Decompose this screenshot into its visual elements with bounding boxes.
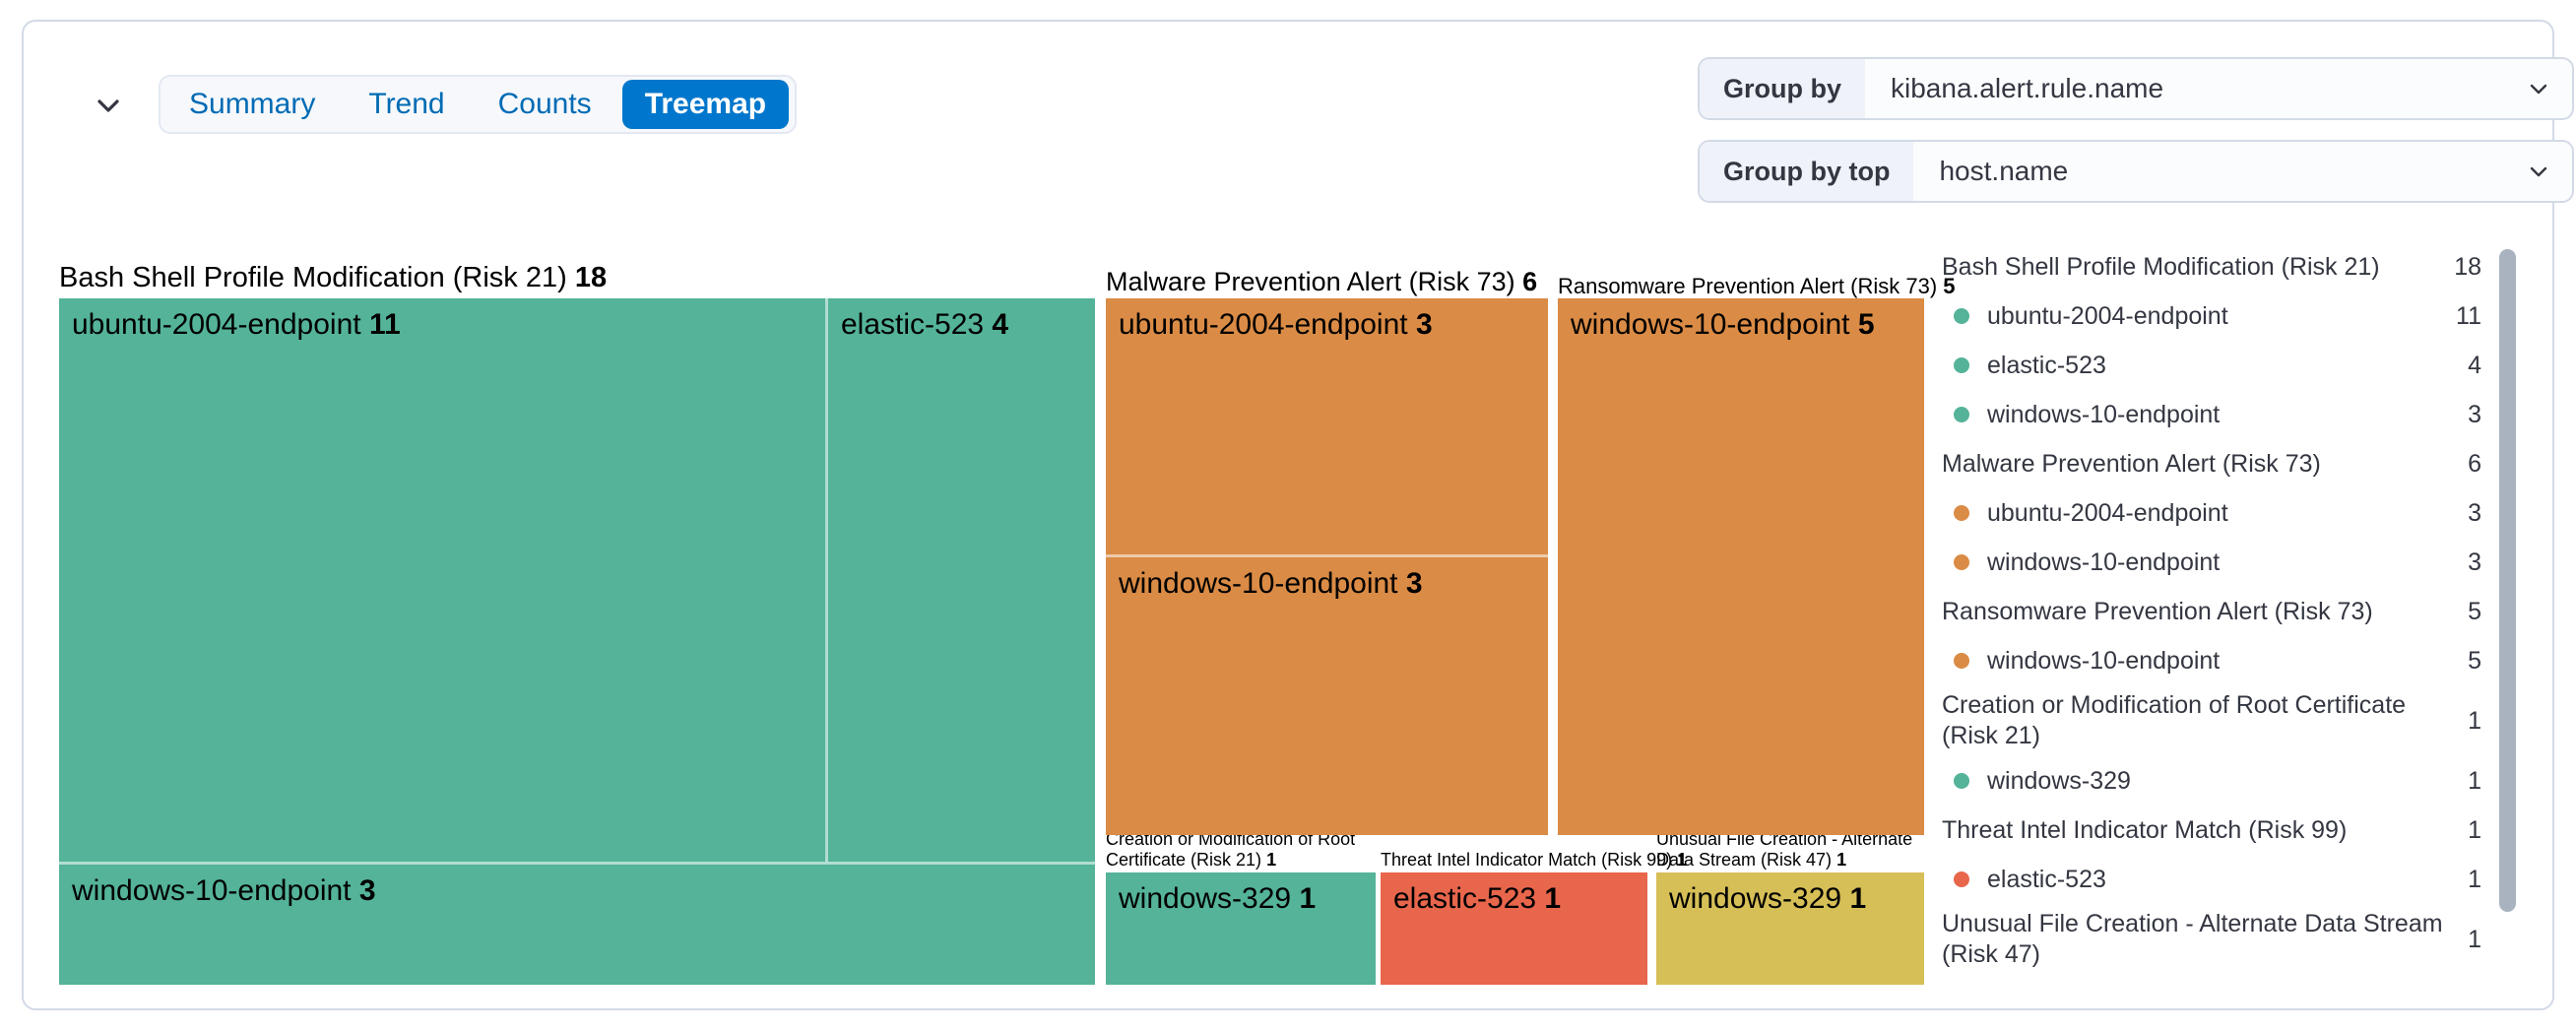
treemap-tile-elastic-523[interactable]: elastic-523 1 <box>1381 872 1647 985</box>
treemap-group-header-ransomware-prevention: Ransomware Prevention Alert (Risk 73) 5 <box>1558 274 1956 298</box>
legend-item[interactable]: Unusual File Creation - Alternate Data S… <box>1942 910 2481 968</box>
legend-item[interactable]: Bash Shell Profile Modification (Risk 21… <box>1942 252 2481 281</box>
chevron-down-icon <box>93 90 124 124</box>
legend-item[interactable]: Ransomware Prevention Alert (Risk 73) 5 <box>1942 597 2481 625</box>
treemap-tile-windows-329[interactable]: windows-329 1 <box>1656 872 1924 985</box>
chart-view-button-group: Summary Trend Counts Treemap <box>159 75 798 134</box>
treemap-section-malware-prevention: ubuntu-2004-endpoint 3 windows-10-endpoi… <box>1106 298 1548 835</box>
legend-color-dot <box>1954 773 1969 789</box>
treemap-legend: Bash Shell Profile Modification (Risk 21… <box>1942 242 2481 975</box>
collapse-panel-button[interactable] <box>85 83 132 130</box>
legend-item[interactable]: windows-10-endpoint 5 <box>1942 636 2481 685</box>
treemap-tile-windows-10-endpoint[interactable]: windows-10-endpoint 5 <box>1558 298 1924 835</box>
legend-color-dot <box>1954 308 1969 324</box>
treemap-tile-windows-10-endpoint[interactable]: windows-10-endpoint 3 <box>59 865 1095 985</box>
legend-item[interactable]: ubuntu-2004-endpoint 3 <box>1942 488 2481 538</box>
legend-item[interactable]: Creation or Modification of Root Certifi… <box>1942 691 2481 749</box>
legend-item[interactable]: ubuntu-2004-endpoint 11 <box>1942 291 2481 341</box>
treemap-section-root-certificate: windows-329 1 <box>1106 872 1376 985</box>
legend-scrollbar-thumb[interactable] <box>2499 249 2516 912</box>
tab-counts[interactable]: Counts <box>476 80 614 129</box>
legend-item[interactable]: windows-10-endpoint 3 <box>1942 538 2481 587</box>
treemap-section-bash-shell: ubuntu-2004-endpoint 11 elastic-523 4 wi… <box>59 298 1095 985</box>
legend-color-dot <box>1954 505 1969 521</box>
treemap-section-threat-intel: elastic-523 1 <box>1381 872 1647 985</box>
treemap-group-header-root-certificate: Creation or Modification of Root Certifi… <box>1106 829 1356 870</box>
tab-trend[interactable]: Trend <box>346 80 467 129</box>
tab-summary[interactable]: Summary <box>166 80 338 129</box>
treemap-tile-ubuntu-2004-endpoint[interactable]: ubuntu-2004-endpoint 11 <box>59 298 825 862</box>
treemap-tile-ubuntu-2004-endpoint[interactable]: ubuntu-2004-endpoint 3 <box>1106 298 1548 554</box>
legend-item[interactable]: Threat Intel Indicator Match (Risk 99) 1 <box>1942 815 2481 844</box>
tab-treemap[interactable]: Treemap <box>621 80 790 129</box>
group-by-top-value: host.name <box>1939 156 2069 186</box>
chevron-down-icon <box>2525 59 2572 118</box>
treemap-group-header-bash-shell: Bash Shell Profile Modification (Risk 21… <box>59 262 608 293</box>
treemap-tile-elastic-523[interactable]: elastic-523 4 <box>828 298 1095 862</box>
group-by-select[interactable]: Group by kibana.alert.rule.name <box>1698 57 2574 120</box>
legend-color-dot <box>1954 554 1969 570</box>
group-by-top-select[interactable]: Group by top host.name <box>1698 140 2574 203</box>
legend-item[interactable]: elastic-523 1 <box>1942 855 2481 904</box>
legend-color-dot <box>1954 653 1969 669</box>
legend-item[interactable]: windows-329 1 <box>1942 756 2481 806</box>
group-by-label: Group by <box>1700 59 1865 118</box>
legend-color-dot <box>1954 357 1969 373</box>
legend-color-dot <box>1954 871 1969 887</box>
legend-item[interactable]: windows-10-endpoint 3 <box>1942 390 2481 439</box>
legend-item[interactable]: Malware Prevention Alert (Risk 73) 6 <box>1942 449 2481 478</box>
treemap-tile-windows-10-endpoint[interactable]: windows-10-endpoint 3 <box>1106 557 1548 835</box>
treemap-group-header-threat-intel: Threat Intel Indicator Match (Risk 99) 1 <box>1381 850 1688 870</box>
legend-item[interactable]: elastic-523 4 <box>1942 341 2481 390</box>
group-by-top-label: Group by top <box>1700 142 1914 201</box>
chevron-down-icon <box>2525 142 2572 201</box>
treemap-section-unusual-file-creation: windows-329 1 <box>1656 872 1924 985</box>
legend-color-dot <box>1954 407 1969 422</box>
treemap-group-header-unusual-file-creation: Unusual File Creation - Alternate Data S… <box>1656 829 1913 870</box>
treemap-tile-windows-329[interactable]: windows-329 1 <box>1106 872 1376 985</box>
treemap-group-header-malware-prevention: Malware Prevention Alert (Risk 73) 6 <box>1106 267 1538 296</box>
treemap-section-ransomware-prevention: windows-10-endpoint 5 <box>1558 298 1924 835</box>
group-by-value: kibana.alert.rule.name <box>1891 73 2164 103</box>
